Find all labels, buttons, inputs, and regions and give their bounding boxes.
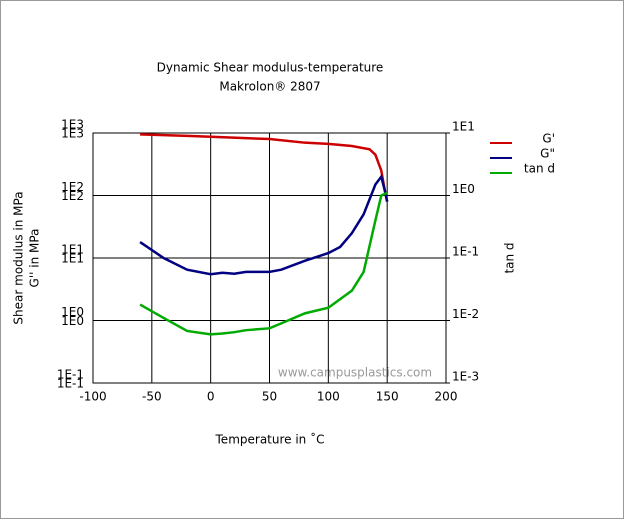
y-tick-label: 1E-1: [57, 368, 84, 382]
x-tick-label: 100: [317, 390, 340, 404]
x-tick-label: -50: [142, 390, 162, 404]
x-tick-label: -100: [79, 390, 106, 404]
legend-label: G": [540, 147, 555, 161]
data-line: [139, 191, 388, 336]
x-tick-label: 200: [435, 390, 458, 404]
legend-label: tan d: [524, 162, 555, 176]
x-tick-label: 150: [376, 390, 399, 404]
y-tick-label: 1E0: [61, 305, 84, 319]
y2-tick-label: 1E-2: [452, 307, 479, 321]
plot-border: [92, 132, 447, 384]
y-axis-title: Shear modulus in MPa: [12, 191, 26, 324]
y-tick-label: 1E1: [61, 243, 84, 257]
y-tick-label: 1E0: [61, 314, 84, 328]
y2-tick-label: 1E0: [452, 182, 475, 196]
watermark: www.campusplastics.com: [278, 366, 432, 380]
x-tick-label: 50: [262, 390, 277, 404]
y-tick-label: 1E3: [61, 118, 84, 132]
y-tick-label: 1E3: [61, 127, 84, 141]
chart-title: Dynamic Shear modulus-temperature: [157, 61, 384, 75]
y2-axis-title: tan d: [503, 242, 517, 273]
y2-tick-label: 1E-1: [452, 245, 479, 259]
y-tick-label: 1E1: [61, 252, 84, 266]
y-tick-label: 1E-1: [57, 377, 84, 391]
legend-label: G': [542, 132, 555, 146]
x-axis-title: Temperature in ˚C: [215, 432, 325, 447]
x-tick-label: 0: [207, 390, 215, 404]
data-line: [139, 173, 389, 276]
y-axis-title: G'' in MPa: [28, 229, 42, 288]
y-tick-label: 1E2: [61, 180, 84, 194]
chart-subtitle: Makrolon® 2807: [219, 80, 320, 94]
y-tick-label: 1E2: [61, 189, 84, 203]
y2-tick-label: 1E1: [452, 120, 475, 134]
y2-tick-label: 1E-3: [452, 370, 479, 384]
